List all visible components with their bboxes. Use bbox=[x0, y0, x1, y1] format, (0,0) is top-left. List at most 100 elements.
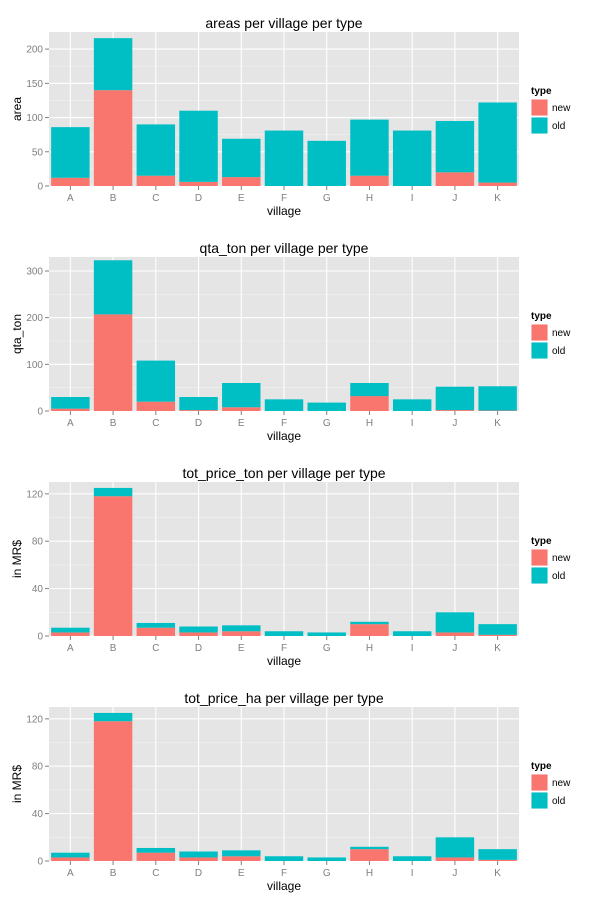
bar-old-G bbox=[307, 402, 346, 411]
x-tick-label-E: E bbox=[238, 643, 245, 654]
x-tick-label-E: E bbox=[238, 193, 245, 204]
chart-title: tot_price_ha per village per type bbox=[184, 690, 383, 706]
chart-title: qta_ton per village per type bbox=[200, 240, 369, 256]
x-tick-label-I: I bbox=[411, 643, 414, 654]
bar-new-K bbox=[478, 634, 517, 636]
bar-old-G bbox=[307, 632, 346, 636]
bar-old-E bbox=[222, 625, 261, 632]
x-tick-label-I: I bbox=[411, 193, 414, 204]
legend-label-old: old bbox=[552, 796, 565, 807]
x-tick-label-C: C bbox=[152, 868, 159, 879]
x-tick-label-J: J bbox=[452, 868, 457, 879]
bar-new-J bbox=[435, 632, 475, 636]
bar-old-G bbox=[307, 857, 346, 861]
x-tick-label-A: A bbox=[67, 643, 74, 654]
bar-old-A bbox=[51, 127, 90, 178]
legend-title: type bbox=[531, 86, 552, 97]
bar-new-A bbox=[51, 632, 90, 636]
bar-old-K bbox=[478, 386, 517, 411]
y-tick-label: 0 bbox=[37, 182, 43, 193]
bar-new-J bbox=[435, 172, 475, 186]
legend-swatch-new bbox=[531, 99, 548, 116]
x-axis-label: village bbox=[267, 879, 301, 893]
bar-old-K bbox=[478, 624, 517, 635]
x-tick-label-D: D bbox=[195, 643, 202, 654]
y-tick-label: 120 bbox=[26, 489, 43, 500]
x-tick-label-C: C bbox=[152, 643, 159, 654]
x-tick-label-H: H bbox=[366, 418, 373, 429]
x-tick-label-D: D bbox=[195, 868, 202, 879]
bar-new-B bbox=[93, 314, 133, 411]
chart-title: areas per village per type bbox=[205, 15, 362, 31]
x-tick-label-G: G bbox=[323, 868, 331, 879]
bar-old-B bbox=[93, 260, 133, 315]
y-tick-label: 50 bbox=[32, 147, 44, 158]
bar-old-E bbox=[222, 850, 261, 857]
y-tick-label: 0 bbox=[37, 632, 43, 643]
bar-old-D bbox=[179, 110, 218, 182]
bar-new-A bbox=[51, 177, 90, 186]
y-tick-label: 40 bbox=[32, 584, 44, 595]
bar-new-J bbox=[435, 410, 475, 411]
bar-new-H bbox=[350, 396, 389, 411]
bar-new-E bbox=[222, 856, 261, 861]
legend-label-new: new bbox=[552, 778, 571, 789]
legend-swatch-old bbox=[531, 792, 548, 809]
y-axis-label: qta_ton bbox=[10, 314, 24, 354]
x-tick-label-B: B bbox=[110, 643, 117, 654]
bar-new-J bbox=[435, 857, 475, 861]
y-axis-label: in MR$ bbox=[10, 540, 24, 578]
bar-old-J bbox=[435, 837, 475, 858]
x-tick-label-F: F bbox=[281, 643, 287, 654]
bar-old-E bbox=[222, 383, 261, 408]
y-tick-label: 0 bbox=[37, 407, 43, 418]
bar-new-E bbox=[222, 407, 261, 411]
bar-new-E bbox=[222, 177, 261, 186]
bar-new-D bbox=[179, 410, 218, 411]
bar-new-H bbox=[350, 849, 389, 861]
x-tick-label-F: F bbox=[281, 418, 287, 429]
bar-old-E bbox=[222, 138, 261, 178]
bar-old-B bbox=[93, 712, 133, 722]
x-tick-label-B: B bbox=[110, 193, 117, 204]
x-axis-label: village bbox=[267, 204, 301, 218]
bar-new-D bbox=[179, 632, 218, 636]
legend-title: type bbox=[531, 536, 552, 547]
bar-old-C bbox=[136, 360, 176, 402]
y-tick-label: 80 bbox=[32, 762, 44, 773]
bar-old-F bbox=[264, 399, 304, 411]
bar-old-I bbox=[392, 130, 432, 186]
bar-old-A bbox=[51, 397, 90, 409]
y-tick-label: 80 bbox=[32, 537, 44, 548]
y-tick-label: 200 bbox=[26, 313, 43, 324]
legend-label-old: old bbox=[552, 571, 565, 582]
y-tick-label: 200 bbox=[26, 45, 43, 56]
x-tick-label-F: F bbox=[281, 193, 287, 204]
bar-new-D bbox=[179, 857, 218, 861]
x-tick-label-A: A bbox=[67, 193, 74, 204]
bar-new-H bbox=[350, 624, 389, 636]
x-tick-label-G: G bbox=[323, 418, 331, 429]
legend-label-new: new bbox=[552, 553, 571, 564]
x-tick-label-D: D bbox=[195, 418, 202, 429]
legend-label-old: old bbox=[552, 346, 565, 357]
legend-swatch-new bbox=[531, 774, 548, 791]
legend-label-old: old bbox=[552, 121, 565, 132]
bar-old-K bbox=[478, 102, 517, 183]
x-tick-label-J: J bbox=[452, 643, 457, 654]
bar-old-C bbox=[136, 124, 176, 176]
chart-title: tot_price_ton per village per type bbox=[182, 465, 385, 481]
bar-old-B bbox=[93, 487, 133, 497]
bar-old-B bbox=[93, 38, 133, 91]
bar-old-J bbox=[435, 612, 475, 633]
x-tick-label-B: B bbox=[110, 418, 117, 429]
bar-old-C bbox=[136, 622, 176, 628]
bar-old-A bbox=[51, 852, 90, 858]
x-axis-label: village bbox=[267, 429, 301, 443]
y-tick-label: 0 bbox=[37, 857, 43, 868]
